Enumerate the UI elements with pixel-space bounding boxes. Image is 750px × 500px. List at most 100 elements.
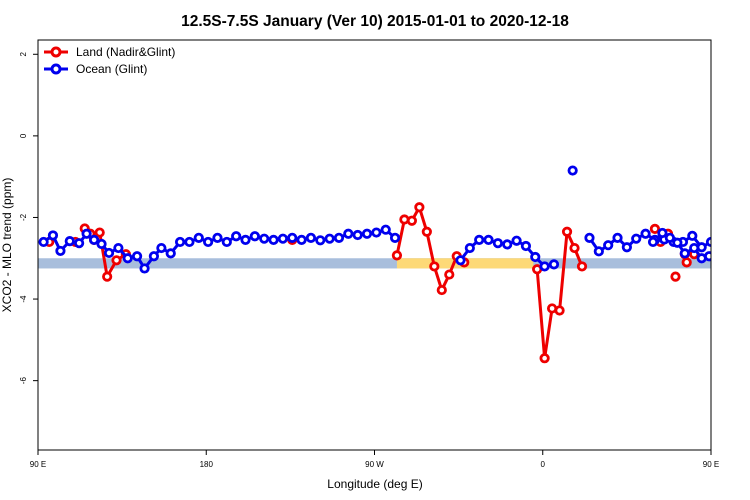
- data-point: [649, 223, 661, 234]
- data-point: [717, 229, 724, 236]
- data-point: [464, 242, 475, 254]
- data-point: [55, 245, 66, 257]
- data-point: [737, 248, 744, 255]
- data-point: [94, 227, 105, 238]
- ocean-band: [38, 258, 711, 269]
- data-point: [520, 240, 532, 252]
- data-point: [296, 234, 307, 246]
- data-point: [530, 251, 541, 263]
- data-point: [511, 235, 522, 246]
- data-point: [165, 248, 176, 259]
- legend-marker-ocean: [50, 63, 62, 75]
- y-tick-label: 0: [19, 133, 28, 138]
- x-tick-label: 0: [541, 460, 546, 469]
- data-point: [612, 232, 623, 243]
- data-point: [679, 248, 690, 259]
- data-point: [474, 234, 485, 246]
- data-point: [621, 242, 632, 253]
- y-axis-label: XCO2 - MLO trend (ppm): [0, 178, 14, 313]
- legend-marker-land: [50, 46, 62, 58]
- data-point: [670, 271, 681, 282]
- data-point: [713, 265, 720, 272]
- legend: Land (Nadir&Glint) Ocean (Glint): [44, 45, 175, 76]
- data-point: [113, 242, 124, 254]
- data-point: [371, 227, 382, 238]
- data-point: [122, 253, 133, 264]
- data-point: [268, 234, 279, 246]
- y-tick-label: -2: [19, 213, 28, 221]
- data-point: [455, 255, 466, 266]
- data-point: [47, 230, 59, 241]
- data-point: [421, 226, 432, 237]
- data-point: [102, 271, 113, 282]
- data-point: [212, 232, 223, 243]
- data-point: [259, 233, 270, 244]
- data-point: [502, 239, 513, 250]
- data-point: [380, 224, 391, 235]
- data-point: [240, 234, 251, 246]
- legend-label-ocean: Ocean (Glint): [76, 62, 147, 76]
- data-point: [315, 235, 326, 246]
- data-point: [343, 228, 354, 239]
- x-tick-label: 90 E: [703, 460, 719, 469]
- data-point: [305, 232, 317, 243]
- data-point: [414, 202, 425, 213]
- data-point: [561, 226, 573, 237]
- series-ocean: [38, 165, 744, 274]
- data-point: [735, 238, 742, 245]
- data-point: [333, 232, 345, 243]
- data-point: [391, 250, 403, 261]
- data-point: [96, 238, 107, 250]
- data-point: [81, 228, 92, 239]
- series-land: [44, 202, 700, 364]
- data-point: [569, 242, 580, 254]
- x-axis: 90 E 180 90 W 0 90 E: [30, 450, 719, 469]
- data-point: [74, 238, 85, 249]
- x-tick-label: 90 E: [30, 460, 46, 469]
- data-point: [64, 236, 75, 247]
- data-point: [436, 284, 447, 296]
- data-point: [221, 236, 232, 248]
- data-point: [203, 236, 214, 248]
- data-point: [603, 240, 614, 251]
- data-point: [389, 232, 401, 243]
- data-point: [156, 242, 167, 254]
- data-point: [593, 246, 604, 257]
- data-point: [184, 236, 195, 248]
- data-point: [352, 229, 363, 241]
- data-point: [174, 236, 186, 248]
- data-point: [664, 232, 675, 243]
- data-point: [193, 232, 204, 243]
- data-point: [687, 230, 698, 241]
- data-point: [324, 233, 335, 244]
- legend-label-land: Land (Nadir&Glint): [76, 45, 175, 59]
- data-point: [647, 236, 659, 248]
- x-tick-label: 180: [200, 460, 214, 469]
- data-point: [576, 261, 588, 272]
- data-point: [657, 227, 668, 239]
- y-axis: 2 0 -2 -4 -6: [19, 52, 38, 385]
- data-point: [277, 233, 288, 244]
- data-point: [548, 259, 560, 270]
- data-point: [689, 242, 700, 254]
- data-point: [231, 231, 242, 242]
- data-point: [88, 234, 100, 246]
- y-tick-label: -6: [19, 377, 28, 385]
- data-point: [681, 257, 692, 268]
- data-point: [631, 233, 642, 244]
- data-point: [249, 231, 260, 242]
- data-point: [726, 238, 733, 245]
- data-point: [38, 236, 49, 248]
- chart-title: 12.5S-7.5S January (Ver 10) 2015-01-01 t…: [181, 13, 569, 30]
- data-point: [444, 269, 455, 280]
- data-point: [539, 353, 550, 364]
- data-point: [584, 232, 595, 243]
- data-point: [704, 251, 711, 262]
- data-point: [640, 228, 651, 239]
- data-point: [483, 234, 494, 246]
- x-axis-label: Longitude (deg E): [327, 477, 422, 491]
- data-point: [722, 250, 729, 257]
- data-point: [148, 251, 160, 262]
- plot-layer: [38, 165, 744, 364]
